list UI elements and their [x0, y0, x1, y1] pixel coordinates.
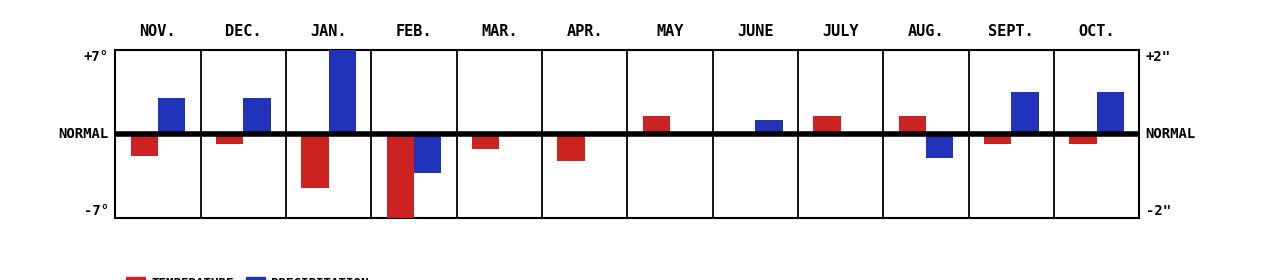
Bar [216, 134, 243, 144]
Bar [1069, 134, 1097, 144]
Bar [413, 134, 442, 173]
Bar [329, 50, 356, 134]
Bar [472, 134, 499, 149]
Bar [925, 134, 954, 158]
Text: AUG.: AUG. [908, 24, 945, 39]
Text: NORMAL: NORMAL [59, 127, 109, 141]
Bar [643, 116, 669, 134]
Text: SEPT.: SEPT. [988, 24, 1034, 39]
Bar [1011, 92, 1038, 134]
Text: -2": -2" [1146, 204, 1171, 218]
Bar [387, 134, 413, 218]
Bar [1097, 92, 1124, 134]
Bar [557, 134, 585, 161]
Text: NORMAL: NORMAL [1146, 127, 1196, 141]
Bar [984, 134, 1011, 144]
Bar [813, 116, 841, 134]
Text: MAY: MAY [657, 24, 684, 39]
Text: JUNE: JUNE [737, 24, 773, 39]
Text: +2": +2" [1146, 50, 1171, 64]
Text: NOV.: NOV. [140, 24, 177, 39]
Bar [899, 116, 925, 134]
Bar [301, 134, 329, 188]
Legend: TEMPERATURE, PRECIPITATION: TEMPERATURE, PRECIPITATION [122, 272, 374, 280]
Text: APR.: APR. [566, 24, 603, 39]
Text: FEB.: FEB. [396, 24, 433, 39]
Text: MAR.: MAR. [481, 24, 517, 39]
Text: OCT.: OCT. [1078, 24, 1115, 39]
Text: JAN.: JAN. [310, 24, 347, 39]
Text: DEC.: DEC. [225, 24, 261, 39]
Bar [243, 98, 270, 134]
Text: -7°: -7° [83, 204, 109, 218]
Text: JULY: JULY [822, 24, 859, 39]
Bar [755, 120, 782, 134]
Bar [131, 134, 157, 156]
Text: +7°: +7° [83, 50, 109, 64]
Bar [157, 98, 186, 134]
